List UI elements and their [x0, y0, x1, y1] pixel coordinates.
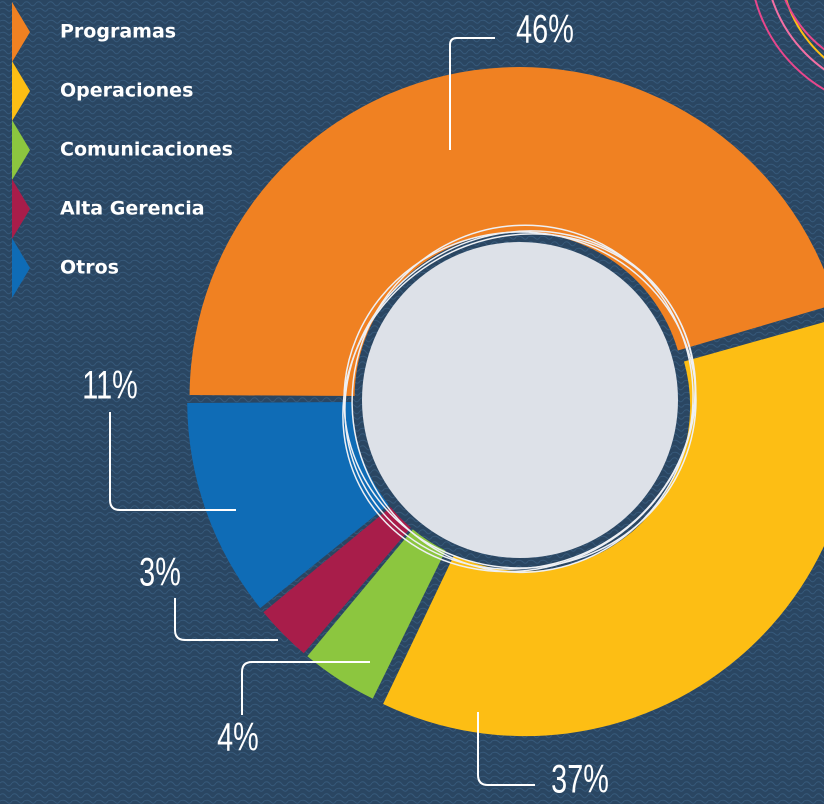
value-label: 4% [217, 715, 259, 760]
value-label: 46% [516, 7, 574, 52]
legend-label: Programas [60, 21, 176, 43]
value-label: 3% [139, 550, 181, 595]
legend-label: Otros [60, 257, 119, 279]
chart: Programas Operaciones Comunicaciones Alta G… [0, 0, 824, 804]
legend-label: Alta Gerencia [60, 198, 205, 220]
legend-label: Operaciones [60, 80, 193, 102]
legend-label: Comunicaciones [60, 139, 233, 161]
value-label: 11% [82, 363, 137, 408]
donut-hole [362, 242, 678, 558]
value-label: 37% [551, 757, 609, 802]
